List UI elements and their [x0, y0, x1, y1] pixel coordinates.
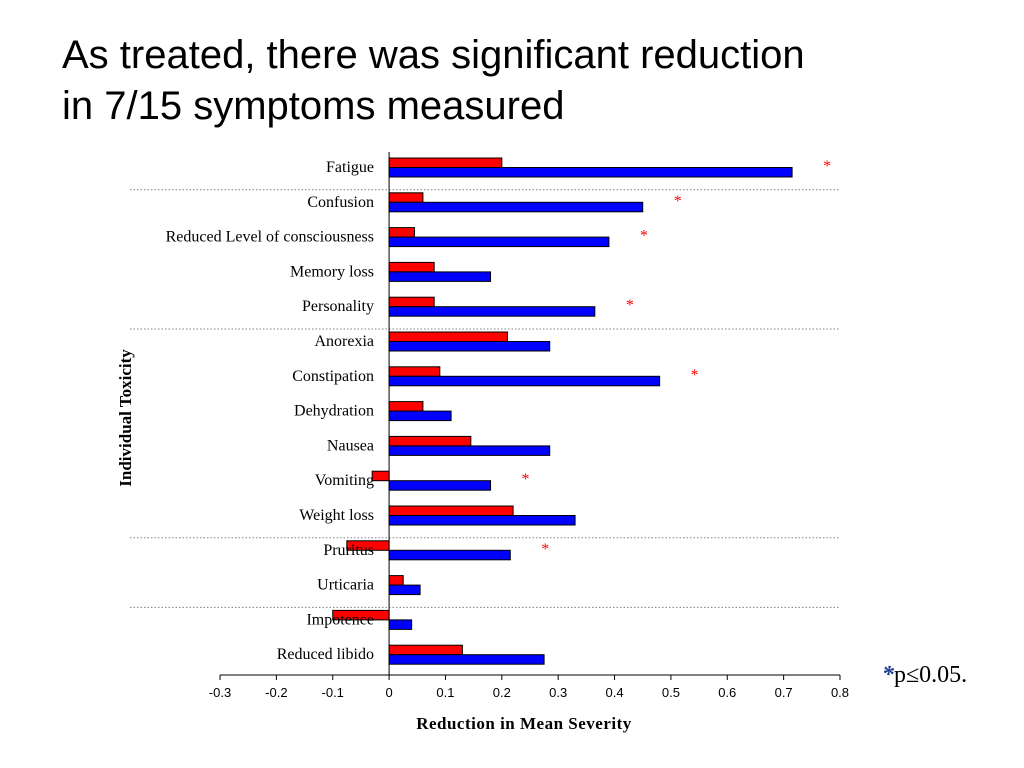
- significance-star: *: [674, 193, 682, 210]
- category-label: Pruritus: [323, 542, 374, 559]
- x-tick-label: 0.2: [493, 685, 511, 700]
- x-tick-label: 0.7: [775, 685, 793, 700]
- slide-title: As treated, there was significant reduct…: [62, 30, 962, 132]
- bar-series-a: [388, 261, 435, 273]
- category-label: Nausea: [327, 437, 374, 454]
- significance-star: *: [691, 367, 699, 384]
- x-tick-label: 0.3: [549, 685, 567, 700]
- bar-series-a: [388, 192, 424, 203]
- category-label: Urticaria: [317, 577, 374, 594]
- bar-series-b: [388, 584, 421, 596]
- bar-series-a: [388, 644, 463, 656]
- significance-star: *: [640, 228, 648, 245]
- bar-series-a: [388, 366, 441, 377]
- x-tick-label: 0.4: [606, 685, 624, 700]
- bar-series-b: [388, 167, 793, 178]
- bar-series-b: [388, 375, 661, 387]
- bar-series-b: [388, 619, 413, 630]
- x-tick-label: -0.3: [209, 685, 231, 700]
- significance-footnote: *p≤0.05.: [882, 662, 967, 689]
- significance-star: *: [626, 297, 634, 314]
- bar-series-a: [371, 470, 390, 482]
- slide-title-line-2: in 7/15 symptoms measured: [62, 84, 565, 128]
- category-label: Confusion: [307, 194, 374, 211]
- bar-series-a: [388, 331, 508, 342]
- x-tick-label: -0.2: [265, 685, 287, 700]
- bar-series-b: [388, 306, 596, 317]
- bar-series-b: [388, 654, 545, 665]
- bar-series-a: [388, 157, 503, 168]
- bar-series-a: [388, 505, 514, 516]
- bar-series-b: [388, 271, 492, 282]
- bar-series-b: [388, 410, 452, 422]
- bar-series-b: [388, 201, 644, 213]
- category-label: Reduced Level of consciousness: [166, 229, 374, 246]
- x-tick-label: 0.5: [662, 685, 680, 700]
- slide-title-line-1: As treated, there was significant reduct…: [62, 33, 805, 77]
- bar-series-a: [388, 435, 472, 447]
- bar-series-b: [388, 341, 551, 352]
- category-label: Vomiting: [315, 472, 374, 489]
- category-label: Constipation: [292, 368, 374, 385]
- x-tick-label: 0.8: [831, 685, 849, 700]
- category-label: Fatigue: [326, 159, 374, 176]
- footnote-text: p≤0.05.: [894, 662, 968, 688]
- x-axis-title: Reduction in Mean Severity: [416, 714, 632, 733]
- category-label: Memory loss: [290, 263, 374, 280]
- x-tick-label: 0.1: [436, 685, 454, 700]
- bar-series-a: [388, 575, 404, 586]
- bar-series-a: [388, 296, 435, 308]
- bar-series-b: [388, 549, 511, 561]
- bar-series-b: [388, 445, 551, 456]
- category-label: Reduced libido: [277, 646, 374, 663]
- bar-series-b: [388, 480, 492, 491]
- footnote-star: *: [882, 662, 894, 688]
- x-tick-label: -0.1: [322, 685, 344, 700]
- y-axis-title: Individual Toxicity: [116, 349, 135, 487]
- bar-series-b: [388, 515, 576, 526]
- category-label: Anorexia: [314, 333, 374, 350]
- category-label: Weight loss: [299, 507, 374, 524]
- significance-star: *: [823, 158, 831, 175]
- category-label: Personality: [302, 298, 374, 315]
- significance-star: *: [541, 541, 549, 558]
- bar-series-a: [388, 401, 424, 412]
- bar-series-a: [388, 227, 415, 238]
- x-tick-label: 0.6: [718, 685, 736, 700]
- significance-star: *: [522, 471, 530, 488]
- category-label: Dehydration: [294, 403, 374, 420]
- category-label: Impotence: [306, 611, 374, 628]
- x-tick-label: 0: [385, 685, 392, 700]
- bar-series-b: [388, 236, 610, 248]
